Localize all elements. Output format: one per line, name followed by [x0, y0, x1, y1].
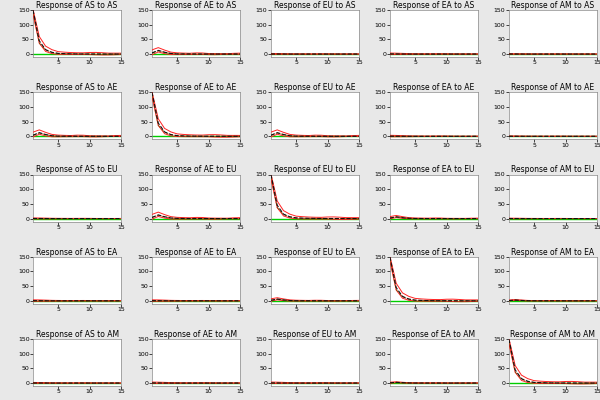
Title: Response of EU to AM: Response of EU to AM [274, 330, 356, 339]
Title: Response of AS to AE: Response of AS to AE [37, 83, 118, 92]
Title: Response of EA to EU: Response of EA to EU [393, 166, 475, 174]
Title: Response of EU to EU: Response of EU to EU [274, 166, 356, 174]
Title: Response of AM to EU: Response of AM to EU [511, 166, 595, 174]
Title: Response of AS to AM: Response of AS to AM [35, 330, 119, 339]
Title: Response of AS to AS: Response of AS to AS [37, 1, 118, 10]
Title: Response of EA to AE: Response of EA to AE [394, 83, 475, 92]
Title: Response of AM to AE: Response of AM to AE [511, 83, 595, 92]
Title: Response of EA to AS: Response of EA to AS [394, 1, 475, 10]
Title: Response of AE to EU: Response of AE to EU [155, 166, 237, 174]
Title: Response of AE to AS: Response of AE to AS [155, 1, 236, 10]
Title: Response of EU to AE: Response of EU to AE [274, 83, 356, 92]
Title: Response of AM to AM: Response of AM to AM [511, 330, 595, 339]
Title: Response of AS to EA: Response of AS to EA [37, 248, 118, 257]
Title: Response of EU to AS: Response of EU to AS [274, 1, 356, 10]
Title: Response of AM to EA: Response of AM to EA [511, 248, 595, 257]
Title: Response of EU to EA: Response of EU to EA [274, 248, 356, 257]
Title: Response of AE to EA: Response of AE to EA [155, 248, 236, 257]
Title: Response of EA to AM: Response of EA to AM [392, 330, 476, 339]
Title: Response of AM to AS: Response of AM to AS [511, 1, 595, 10]
Title: Response of EA to EA: Response of EA to EA [394, 248, 475, 257]
Title: Response of AE to AM: Response of AE to AM [154, 330, 238, 339]
Title: Response of AS to EU: Response of AS to EU [37, 166, 118, 174]
Title: Response of AE to AE: Response of AE to AE [155, 83, 236, 92]
